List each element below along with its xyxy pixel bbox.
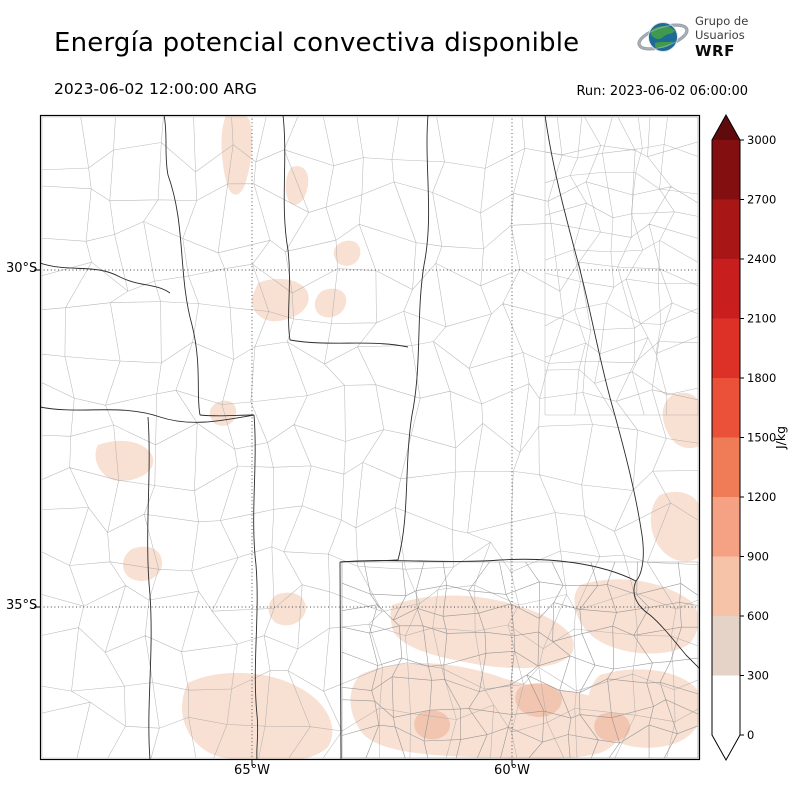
valid-time-label: 2023-06-02 12:00:00 ARG bbox=[54, 80, 257, 98]
colorbar-tick-label: 2400 bbox=[747, 252, 776, 266]
lat-label-30s: 30°S bbox=[6, 261, 38, 276]
globe-icon bbox=[637, 22, 689, 52]
colorbar-tick-label: 2100 bbox=[747, 312, 776, 326]
colorbar-tick-label: 3000 bbox=[747, 133, 776, 147]
lon-label-60w: 60°W bbox=[494, 763, 530, 778]
province-borders bbox=[40, 115, 700, 760]
lat-label-35s: 35°S bbox=[6, 598, 38, 613]
map-border bbox=[39, 114, 701, 761]
colorbar-tick-label: 1200 bbox=[747, 490, 776, 504]
colorbar-tick-label: 900 bbox=[747, 550, 769, 564]
colorbar-tick-label: 2700 bbox=[747, 193, 776, 207]
run-time-label: Run: 2023-06-02 06:00:00 bbox=[576, 84, 748, 99]
logo-line-2: Usuarios bbox=[695, 27, 745, 42]
colorbar: 30002700240021001800150012009006003000J/… bbox=[711, 113, 788, 762]
logo-line-wrf: WRF bbox=[695, 41, 735, 60]
map-background bbox=[40, 115, 700, 760]
logo-text: Grupo de Usuarios WRF bbox=[695, 14, 748, 60]
axis-ticks bbox=[34, 269, 513, 766]
colorbar-tick-label: 0 bbox=[747, 728, 754, 742]
wrf-logo: Grupo de Usuarios WRF bbox=[636, 12, 748, 62]
colorbar-tick-label: 600 bbox=[747, 609, 769, 623]
lon-label-65w: 65°W bbox=[234, 763, 270, 778]
page-title: Energía potencial convectiva disponible bbox=[54, 28, 580, 58]
department-borders bbox=[41, 116, 699, 759]
colorbar-unit-label: J/kg bbox=[773, 426, 788, 450]
colorbar-tick-label: 1800 bbox=[747, 371, 776, 385]
cape-map bbox=[34, 114, 701, 766]
colorbar-tick-label: 1500 bbox=[747, 431, 776, 445]
cape-shaded-regions bbox=[95, 115, 700, 760]
colorbar-tick-label: 300 bbox=[747, 669, 769, 683]
logo-line-1: Grupo de bbox=[695, 13, 749, 28]
map-panel bbox=[34, 114, 701, 766]
